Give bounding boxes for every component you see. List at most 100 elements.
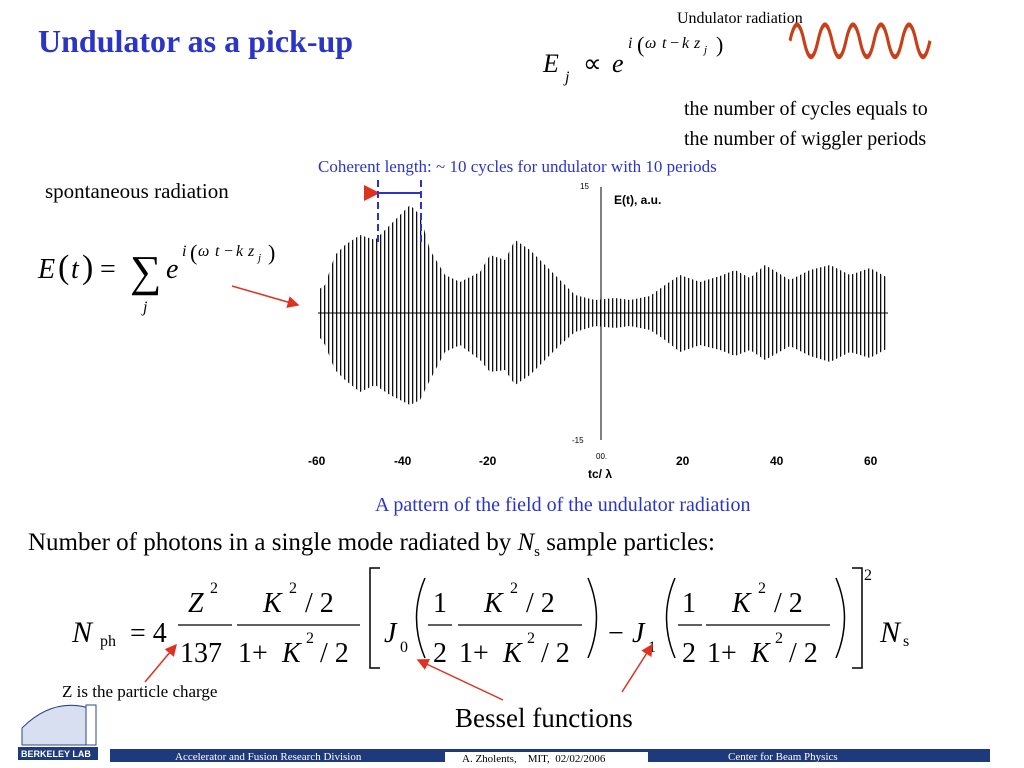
waveform [318, 205, 888, 405]
eq-token: N [879, 616, 902, 649]
eq-token: 2 [433, 638, 447, 669]
eq-token: 1 [648, 639, 656, 656]
origin-label: 00. [596, 452, 607, 461]
coherent-length: Coherent length: ~ 10 cycles for undulat… [318, 157, 717, 176]
eq-token: 1+ [238, 638, 268, 669]
eq-token: 2 [210, 580, 218, 597]
eq-token: K [731, 588, 752, 619]
eq-token: 1 [433, 588, 447, 619]
undulator-note: the number of cycles equals to [684, 98, 928, 120]
eq-token: J [384, 618, 398, 649]
eq-token: i [628, 35, 632, 52]
eq-token: ( [637, 32, 644, 57]
eq-token: / 2 [541, 638, 570, 669]
logo-bar [18, 747, 98, 760]
photons-sentence: Number of photons in a single mode radia… [28, 529, 715, 560]
x-tick-label: -60 [308, 454, 326, 468]
eq-token: ω [198, 243, 209, 260]
eq-token: / 2 [789, 638, 818, 669]
eq-token: − [224, 243, 233, 260]
eq-token: E [37, 254, 55, 285]
footer-box [110, 752, 445, 762]
title: Undulator as a pick-up [38, 23, 353, 59]
bessel-note: Bessel functions [455, 703, 633, 733]
eq-single: E j ∝ e i ( ω t − k z j ) [542, 32, 723, 86]
eq-token: N [71, 616, 94, 649]
eq-token: ) [268, 240, 275, 265]
eq-token: j [563, 69, 570, 86]
eq-token: 2 [306, 630, 314, 647]
eq-token: ) [82, 249, 93, 286]
footer-rule [110, 749, 990, 752]
eq-token: K [281, 638, 302, 669]
eq-token: K [502, 638, 523, 669]
eq-token: / 2 [320, 638, 349, 669]
undulator-label: Undulator radiation [677, 10, 803, 27]
eq-token: ( [58, 249, 69, 286]
logo-text: BERKELEY LAB [21, 749, 91, 759]
text: N [516, 529, 535, 556]
eq-token: t [662, 35, 667, 52]
eq-token: e [166, 254, 178, 285]
eq-token: / 2 [526, 588, 555, 619]
eq-token: Z [188, 588, 204, 619]
paren [665, 577, 676, 659]
eq-token: 2 [682, 638, 696, 669]
eq-token: t [71, 254, 80, 285]
logo-tower [85, 704, 97, 746]
eq-token: = [100, 254, 116, 285]
z-note: Z is the particle charge [62, 682, 217, 701]
eq-token: e [612, 49, 624, 78]
eq-token: / 2 [774, 588, 803, 619]
eq-token: ( [190, 240, 197, 265]
eq-token: s [903, 633, 909, 650]
eq-token: 2 [289, 580, 297, 597]
eq-photons: N ph = 4 Z 2 137 K 2 / 2 1+ K 2 / 2 J 0 … [71, 567, 909, 669]
eq-token: 137 [180, 638, 222, 669]
logo-shape [21, 704, 96, 746]
field-plot: 15 -15 00. E(t), a.u. tc/ λ -60 -40 -20 … [308, 180, 888, 481]
eq-token: 2 [758, 580, 766, 597]
eq-sum: E ( t ) = ∑ j e i ( ω t − k z j ) [37, 240, 275, 316]
eq-token: 1+ [459, 638, 489, 669]
eq-token: z [247, 243, 255, 260]
eq-token: k [236, 243, 244, 260]
eq-token: K [483, 588, 504, 619]
eq-token: − [608, 618, 624, 649]
eq-token: J [632, 618, 646, 649]
x-tick-label: 40 [770, 454, 784, 468]
eq-token: t [215, 243, 220, 260]
paren [415, 577, 426, 659]
arrow [231, 285, 300, 308]
eq-token: K [262, 588, 283, 619]
footer-center: Center for Beam Physics [728, 751, 838, 763]
eq-token: k [682, 35, 690, 52]
spontaneous-label: spontaneous radiation [45, 179, 229, 203]
eq-token: i [182, 243, 186, 260]
x-tick-label: 20 [676, 454, 690, 468]
footer-author: A. Zholents, MIT, 02/02/2006 [462, 753, 606, 765]
eq-token: 2 [775, 630, 783, 647]
paren [587, 577, 598, 659]
y-tick-label: 15 [580, 182, 589, 191]
eq-token: ∝ [583, 49, 602, 78]
eq-token: 0 [400, 639, 408, 656]
eq-token: j [702, 44, 707, 56]
eq-token: z [693, 35, 701, 52]
text: s [534, 544, 540, 560]
eq-token: ω [645, 35, 656, 52]
y-tick-label: -15 [572, 436, 584, 445]
undulator-note: the number of wiggler periods [684, 128, 926, 150]
eq-token: ∑ [130, 247, 161, 296]
undulator-wave [788, 22, 932, 60]
eq-token: j [256, 252, 261, 264]
eq-token: 2 [510, 580, 518, 597]
footer-box [648, 752, 990, 762]
eq-token: K [750, 638, 771, 669]
eq-token: / 2 [305, 588, 334, 619]
bracket [369, 567, 380, 669]
footer-division: Accelerator and Fusion Research Division [175, 751, 362, 763]
text: Number of photons in a single mode radia… [28, 529, 517, 556]
